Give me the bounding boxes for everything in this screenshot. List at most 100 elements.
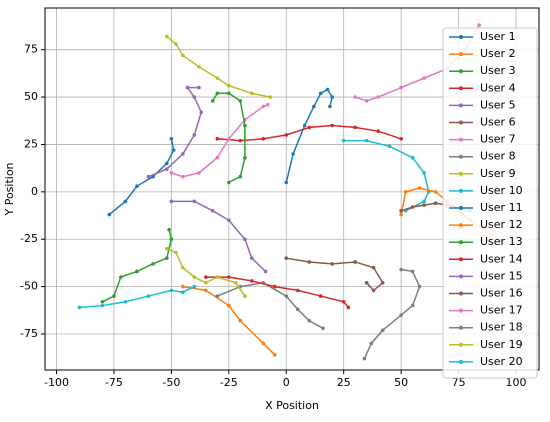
y-tick-label: 25 <box>24 137 38 150</box>
point <box>169 237 174 242</box>
x-tick-label: 25 <box>337 376 351 389</box>
point <box>353 260 357 264</box>
legend-label: User 19 <box>480 338 523 351</box>
point <box>291 152 295 156</box>
point <box>410 155 415 160</box>
point <box>249 91 254 96</box>
point <box>181 284 185 289</box>
point <box>238 174 243 179</box>
x-tick-label: 50 <box>394 376 408 389</box>
legend-marker <box>459 240 463 245</box>
point <box>204 275 208 279</box>
legend-marker <box>459 274 463 279</box>
point <box>243 123 247 128</box>
point <box>371 288 376 293</box>
legend-marker <box>459 188 463 193</box>
point <box>312 104 316 109</box>
legend-label: User 3 <box>480 64 516 77</box>
point <box>192 275 197 279</box>
x-tick-label: -75 <box>105 376 123 389</box>
point <box>169 171 174 175</box>
legend-label: User 9 <box>480 167 516 180</box>
legend-label: User 12 <box>480 218 523 231</box>
point <box>107 212 112 217</box>
point <box>215 136 220 141</box>
y-tick-label: 0 <box>31 185 38 198</box>
point <box>233 281 238 285</box>
point <box>204 288 208 293</box>
legend-label: User 2 <box>480 47 516 60</box>
point <box>321 326 325 331</box>
point <box>380 328 385 332</box>
y-tick-label: 50 <box>24 90 38 103</box>
point <box>171 148 176 152</box>
point <box>100 299 105 304</box>
point <box>387 144 392 149</box>
point <box>328 104 332 109</box>
point <box>399 313 403 317</box>
point <box>263 269 268 274</box>
point <box>364 281 369 285</box>
point <box>410 303 415 308</box>
series-line <box>212 92 246 184</box>
point <box>330 262 335 266</box>
point <box>164 161 169 166</box>
point <box>215 275 220 279</box>
x-axis-label: X Position <box>265 399 319 412</box>
point <box>399 212 403 217</box>
y-tick-label: 75 <box>24 43 38 56</box>
legend-marker <box>459 308 463 313</box>
point <box>119 275 123 279</box>
point <box>266 102 270 107</box>
legend-marker <box>459 359 463 364</box>
point <box>295 288 300 293</box>
series-line <box>363 268 421 359</box>
series-line <box>182 285 276 356</box>
point <box>215 294 220 298</box>
point <box>284 133 289 137</box>
point <box>422 171 426 175</box>
point <box>199 110 204 115</box>
series-line <box>148 86 203 178</box>
point <box>362 356 367 361</box>
point <box>249 279 254 283</box>
point <box>353 95 357 99</box>
point <box>169 288 174 293</box>
point <box>192 133 197 137</box>
legend-marker <box>459 325 463 330</box>
point <box>403 190 408 194</box>
point <box>422 203 426 207</box>
point <box>227 91 231 96</box>
legend-marker <box>459 223 463 228</box>
point <box>238 318 243 323</box>
legend-marker <box>459 120 463 125</box>
legend-label: User 17 <box>480 304 523 317</box>
point <box>307 125 312 130</box>
series-line <box>108 138 175 216</box>
legend-label: User 11 <box>480 201 523 214</box>
point <box>307 318 312 323</box>
x-tick-label: -50 <box>162 376 180 389</box>
legend-label: User 10 <box>480 184 523 197</box>
point <box>477 23 482 27</box>
point <box>341 299 346 304</box>
point <box>169 136 174 141</box>
point <box>399 208 403 213</box>
point <box>371 265 376 270</box>
point <box>346 305 351 310</box>
legend-label: User 5 <box>480 98 516 111</box>
series-line <box>343 139 430 212</box>
legend-label: User 8 <box>480 150 516 163</box>
y-tick-label: -75 <box>20 327 38 340</box>
legend-label: User 18 <box>480 321 523 334</box>
point <box>243 294 247 298</box>
point <box>318 294 323 298</box>
legend-label: User 20 <box>480 355 523 368</box>
point <box>204 281 208 285</box>
point <box>302 123 307 128</box>
point <box>238 99 243 103</box>
point <box>146 174 151 179</box>
point <box>181 53 185 58</box>
point <box>376 95 380 99</box>
legend-label: User 14 <box>480 252 523 265</box>
